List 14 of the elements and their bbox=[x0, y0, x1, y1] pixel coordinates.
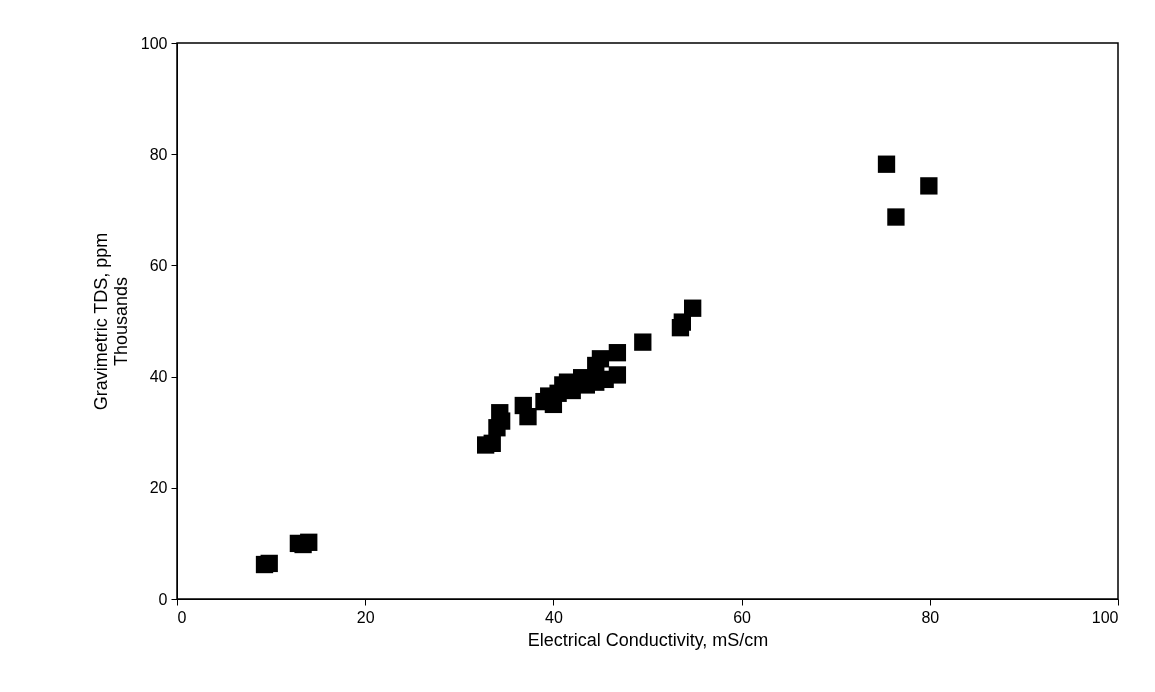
x-tick-label: 80 bbox=[921, 608, 940, 626]
y-tick-label: 0 bbox=[158, 590, 168, 608]
x-tick-label: 100 bbox=[1091, 608, 1119, 626]
y-tick-label: 100 bbox=[140, 34, 168, 52]
y-axis-title: Gravimetric TDS, ppm Thousands bbox=[90, 232, 131, 411]
y-tick-label: 20 bbox=[149, 479, 168, 497]
x-axis-title: Electrical Conductivity, mS/cm bbox=[527, 629, 769, 650]
x-tick-label: 20 bbox=[356, 608, 375, 626]
y-tick-label: 60 bbox=[149, 256, 168, 274]
y-tick-label: 80 bbox=[149, 145, 168, 163]
x-tick-label: 60 bbox=[733, 608, 752, 626]
y-tick-label: 40 bbox=[149, 368, 168, 386]
x-tick-label: 0 bbox=[177, 608, 187, 626]
x-tick-label: 40 bbox=[545, 608, 563, 626]
